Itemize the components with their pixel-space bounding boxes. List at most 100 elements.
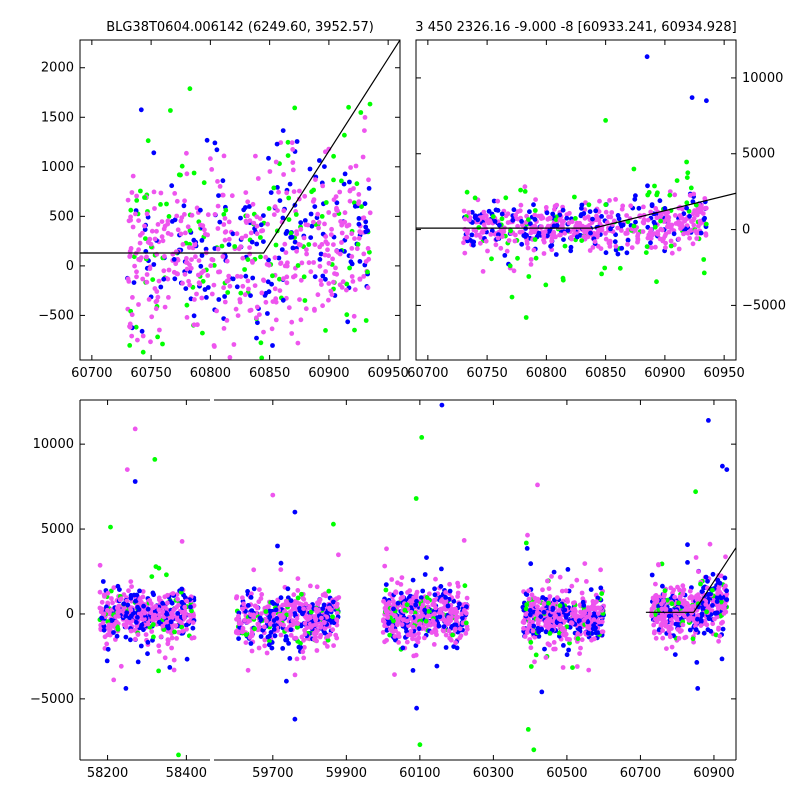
- data-point-blue: [443, 595, 448, 600]
- data-point-magenta: [549, 574, 554, 579]
- data-point-magenta: [261, 624, 267, 630]
- data-point-magenta: [665, 224, 671, 229]
- data-point-magenta: [461, 208, 467, 214]
- data-point-magenta: [205, 273, 211, 278]
- data-point-blue: [172, 276, 178, 282]
- data-point-magenta: [166, 267, 172, 273]
- data-point-blue: [150, 590, 156, 596]
- data-point-magenta: [317, 244, 323, 250]
- data-point-magenta: [677, 213, 683, 218]
- data-point-magenta: [215, 226, 221, 231]
- data-point-magenta: [322, 640, 328, 646]
- data-point-magenta: [336, 595, 342, 600]
- data-point-magenta: [690, 616, 696, 621]
- data-point-green: [219, 243, 225, 249]
- data-point-magenta: [362, 128, 367, 134]
- data-point-green: [273, 242, 279, 248]
- data-point-magenta: [165, 600, 170, 606]
- data-point-magenta: [162, 655, 168, 661]
- data-point-magenta: [337, 189, 343, 195]
- data-point-magenta: [290, 606, 296, 611]
- data-point-blue: [579, 205, 584, 211]
- data-point-magenta: [392, 672, 397, 677]
- data-point-magenta: [138, 255, 144, 261]
- data-point-green: [354, 181, 360, 187]
- data-point-magenta: [212, 212, 218, 217]
- data-point-magenta: [554, 595, 560, 600]
- data-point-magenta: [365, 285, 371, 291]
- data-point-magenta: [205, 232, 211, 238]
- data-point-magenta: [552, 207, 557, 212]
- data-point-magenta: [254, 315, 259, 321]
- data-point-green: [352, 327, 357, 333]
- data-point-magenta: [269, 326, 275, 332]
- data-point-magenta: [346, 222, 352, 228]
- data-point-green: [413, 496, 419, 501]
- data-point-magenta: [256, 645, 262, 651]
- data-point-magenta: [558, 232, 563, 238]
- data-point-blue: [649, 572, 655, 578]
- data-point-blue: [531, 623, 537, 629]
- data-point-blue: [469, 232, 475, 238]
- data-point-magenta: [146, 297, 152, 302]
- data-point-magenta: [391, 599, 396, 604]
- data-point-magenta: [582, 215, 588, 221]
- data-point-green: [363, 318, 369, 323]
- data-point-magenta: [134, 623, 140, 629]
- data-point-magenta: [99, 599, 105, 605]
- data-point-blue: [101, 627, 107, 633]
- data-point-magenta: [596, 227, 601, 233]
- data-point-magenta: [448, 637, 454, 643]
- data-point-magenta: [258, 596, 264, 601]
- data-point-magenta: [707, 541, 713, 547]
- data-point-magenta: [660, 635, 666, 641]
- data-point-magenta: [173, 623, 179, 628]
- data-point-magenta: [165, 638, 171, 644]
- data-point-blue: [386, 621, 391, 626]
- data-point-magenta: [442, 618, 448, 623]
- data-point-magenta: [127, 254, 133, 259]
- data-point-magenta: [702, 618, 708, 624]
- data-point-magenta: [237, 297, 243, 302]
- data-point-magenta: [443, 590, 448, 595]
- data-point-magenta: [539, 215, 544, 220]
- data-point-blue: [199, 238, 205, 243]
- data-point-blue: [532, 217, 538, 222]
- data-point-magenta: [667, 189, 673, 195]
- data-point-blue: [718, 595, 724, 601]
- data-point-magenta: [144, 254, 149, 260]
- y-tick-label: 0: [66, 607, 74, 622]
- data-point-magenta: [155, 222, 161, 227]
- data-point-magenta: [302, 645, 307, 650]
- data-point-blue: [261, 213, 266, 219]
- x-tick-label: 60800: [190, 366, 231, 381]
- data-point-magenta: [262, 637, 268, 643]
- data-point-magenta: [227, 283, 233, 289]
- data-point-blue: [564, 215, 570, 221]
- data-point-green: [674, 178, 680, 184]
- data-point-magenta: [224, 258, 230, 264]
- data-point-magenta: [412, 632, 417, 638]
- data-point-magenta: [335, 208, 340, 214]
- data-point-blue: [292, 509, 298, 515]
- data-point-magenta: [429, 630, 435, 635]
- data-point-green: [684, 200, 690, 206]
- data-point-green: [704, 609, 709, 615]
- data-point-magenta: [655, 232, 661, 237]
- data-point-magenta: [295, 340, 301, 346]
- data-point-magenta: [464, 595, 470, 601]
- data-point-magenta: [288, 622, 294, 628]
- data-point-blue: [595, 595, 601, 601]
- data-point-green: [243, 632, 249, 638]
- data-point-magenta: [416, 635, 422, 641]
- data-point-magenta: [672, 213, 678, 218]
- data-point-blue: [99, 615, 105, 621]
- data-point-magenta: [271, 212, 277, 218]
- data-point-magenta: [454, 609, 460, 615]
- data-point-magenta: [326, 260, 332, 266]
- data-point-green: [423, 618, 429, 624]
- data-point-magenta: [344, 234, 350, 240]
- data-point-magenta: [160, 609, 166, 615]
- data-point-green: [690, 636, 696, 642]
- data-point-green: [347, 265, 352, 271]
